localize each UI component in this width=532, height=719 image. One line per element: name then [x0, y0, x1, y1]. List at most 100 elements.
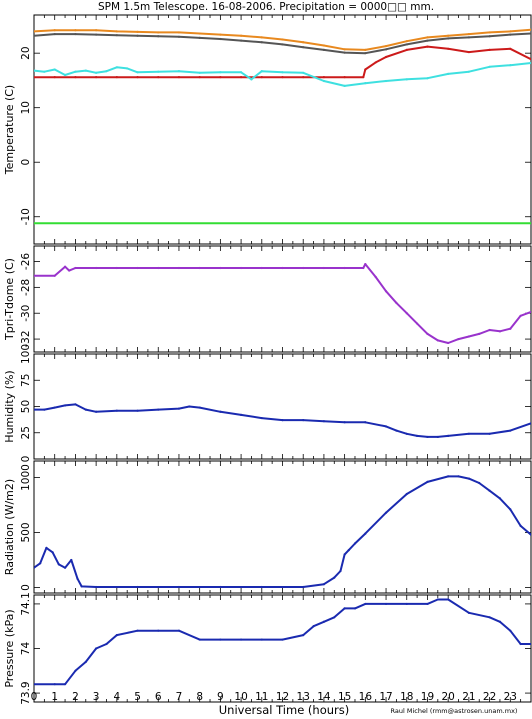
humidity-series-0-point: [343, 421, 346, 424]
temperature-series-3-point: [43, 70, 46, 73]
radiation-series-0-point: [45, 546, 48, 550]
temperature-series-2-point: [529, 58, 531, 61]
x-axis-label: Universal Time (hours): [219, 703, 350, 717]
tpri-series-0-point: [416, 322, 419, 325]
tpri-series-0-point: [115, 266, 118, 270]
pressure-series-0-point: [467, 611, 470, 614]
tpri-series-0-point: [53, 274, 56, 277]
temperature-series-1-point: [509, 33, 512, 36]
pressure-series-0-point: [177, 629, 181, 632]
humidity-series-0-point: [384, 425, 388, 428]
humidity-series-0-point: [447, 434, 450, 437]
tpri-series-0-point: [219, 266, 222, 270]
temperature-series-2-point: [219, 76, 222, 79]
temperature-series-2-point: [115, 76, 118, 79]
temperature-series-3-point: [405, 78, 408, 81]
temperature-series-0-point: [488, 31, 491, 34]
temperature-series-1-point: [322, 48, 326, 51]
humidity-series-0-line: [34, 403, 531, 438]
temperature-series-0-point: [34, 30, 36, 33]
x-tick-label: 13: [297, 691, 310, 703]
temperature-series-3-point: [239, 71, 243, 74]
pressure-series-0-point: [333, 616, 336, 619]
radiation-series-0-line: [34, 475, 531, 588]
humidity-ytick-label: 75: [20, 374, 32, 387]
tpri-series-0-point: [198, 266, 201, 270]
radiation-series-0-point: [76, 577, 79, 580]
x-tick-label: 1: [51, 691, 58, 703]
tpri-series-0-point: [74, 266, 77, 270]
temperature-series-2-point: [447, 47, 450, 50]
tpri-series-0-point: [478, 332, 481, 336]
temperature-series-1-point: [281, 43, 284, 46]
temperature-series-1-point: [53, 32, 56, 36]
panel-temperature: -10 0 10 20 Temperature (C): [3, 14, 532, 245]
tpri-series-0-point: [436, 339, 439, 342]
temperature-series-1-point: [364, 52, 367, 55]
pressure-series-0-line: [34, 598, 531, 686]
pressure-series-0-point: [239, 638, 243, 641]
temperature-series-3-point: [281, 71, 284, 74]
tpri-series-0-point: [488, 328, 491, 332]
temperature-series-1-point: [405, 43, 408, 46]
pressure-series-0-point: [509, 629, 512, 632]
humidity-series-0-point: [198, 406, 201, 409]
pressure-series-0-point: [74, 669, 77, 672]
radiation-series-0-point: [219, 585, 222, 589]
humidity-series-0-point: [436, 435, 439, 439]
tpri-series-0-point: [364, 262, 367, 266]
temperature-series-1-point: [34, 34, 36, 37]
temperature-series-2-point: [374, 61, 377, 64]
temperature-series-0-point: [157, 31, 160, 34]
humidity-series-0-point: [43, 408, 46, 411]
radiation-series-0-point: [457, 475, 460, 478]
humidity-series-group: [34, 403, 531, 439]
temperature-series-2-point: [198, 76, 201, 79]
radiation-y-axis-label: Radiation (W/m2): [3, 479, 16, 575]
radiation-ytick-label: 1000: [20, 464, 32, 491]
temperature-series-3-point: [467, 70, 470, 73]
temperature-series-0-point: [426, 36, 429, 39]
tpri-series-0-point: [343, 266, 346, 270]
pressure-series-0-point: [498, 620, 502, 623]
temperature-series-3-point: [177, 70, 181, 73]
humidity-series-0-point: [405, 432, 408, 435]
temperature-series-3-point: [447, 72, 450, 75]
temperature-series-3-point: [136, 71, 139, 74]
humidity-series-0-point: [281, 419, 284, 422]
pressure-series-0-point: [364, 602, 367, 606]
temperature-series-group: [34, 28, 531, 225]
tpri-series-0-point: [498, 330, 502, 333]
radiation-series-0-point: [302, 585, 305, 589]
pressure-ytick-label: 73.9: [20, 681, 32, 704]
pressure-series-0-point: [426, 602, 429, 606]
temperature-series-3-point: [426, 77, 429, 80]
temperature-series-1-point: [384, 48, 388, 51]
radiation-series-0-point: [529, 533, 531, 536]
pressure-series-0-point: [488, 616, 491, 619]
tpri-series-0-point: [529, 310, 531, 314]
humidity-series-0-point: [488, 432, 491, 435]
pressure-series-0-point: [84, 660, 87, 663]
radiation-series-0-point: [509, 508, 512, 511]
tpri-ytick-label: -26: [20, 253, 32, 270]
radiation-series-0-point: [353, 542, 357, 545]
temperature-series-1-point: [488, 35, 491, 38]
temperature-series-1-point: [447, 37, 450, 40]
temperature-series-0-point: [384, 44, 388, 48]
panel-humidity: 0 25 50 75 100 Humidity (%): [3, 344, 532, 462]
tpri-series-0-point: [95, 266, 98, 270]
temperature-series-2-point: [239, 76, 243, 79]
pressure-series-0-point: [157, 629, 160, 632]
temperature-series-3-point: [343, 84, 346, 87]
x-tick-label: 11: [255, 691, 268, 703]
temperature-series-2-point: [53, 76, 56, 79]
humidity-series-0-point: [136, 409, 139, 412]
humidity-y-axis-label: Humidity (%): [3, 370, 16, 442]
humidity-series-0-point: [63, 404, 67, 407]
temperature-series-3-point: [250, 78, 253, 81]
tpri-series-0-point: [426, 332, 429, 336]
temperature-series-0-point: [447, 34, 450, 37]
